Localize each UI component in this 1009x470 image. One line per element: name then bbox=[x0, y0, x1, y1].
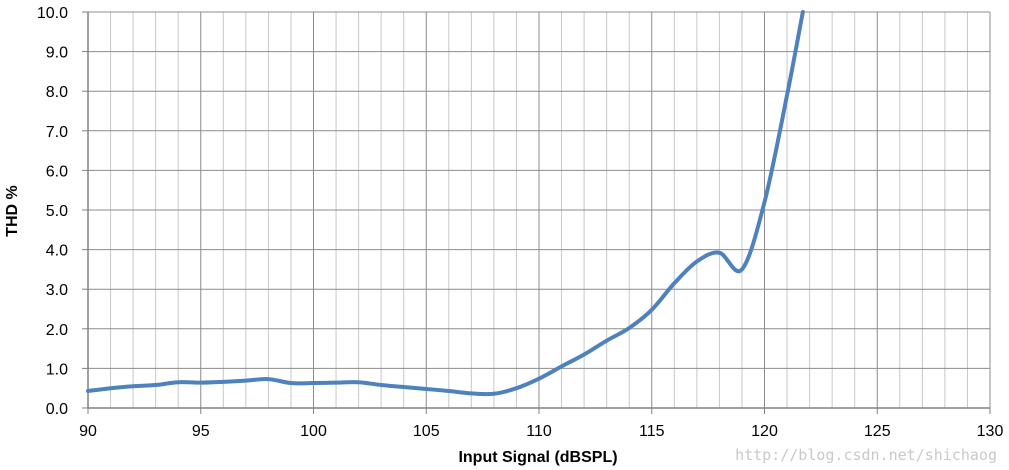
x-tick-label: 95 bbox=[192, 423, 210, 440]
series-line-0 bbox=[86, 10, 805, 397]
series-layer bbox=[86, 10, 805, 397]
x-tick-label: 125 bbox=[864, 423, 891, 440]
y-tick-label: 3.0 bbox=[46, 282, 68, 299]
x-tick-label: 130 bbox=[977, 423, 1004, 440]
y-tick-label: 7.0 bbox=[46, 124, 68, 141]
x-tick-label: 100 bbox=[300, 423, 327, 440]
x-axis-title: Input Signal (dBSPL) bbox=[458, 449, 617, 466]
y-tick-label: 8.0 bbox=[46, 84, 68, 101]
x-tick-label: 120 bbox=[751, 423, 778, 440]
x-tick-label: 105 bbox=[413, 423, 440, 440]
y-tick-label: 6.0 bbox=[46, 163, 68, 180]
x-tick-label: 115 bbox=[639, 423, 665, 440]
axes bbox=[82, 11, 991, 414]
y-tick-label: 9.0 bbox=[46, 45, 68, 62]
y-tick-label: 10.0 bbox=[37, 5, 68, 22]
y-tick-label: 5.0 bbox=[46, 203, 68, 220]
y-tick-label: 4.0 bbox=[46, 243, 68, 260]
x-tick-label: 90 bbox=[79, 423, 97, 440]
x-tick-label: 110 bbox=[526, 423, 552, 440]
y-tick-label: 0.0 bbox=[46, 401, 68, 418]
watermark-text: http://blog.csdn.net/shichaog bbox=[735, 446, 997, 464]
y-tick-labels: 0.0 1.0 2.0 3.0 4.0 5.0 6.0 7.0 8.0 9.0 10.0 bbox=[37, 5, 68, 418]
x-tick-labels: 90 95 100 105 110 115 120 125 130 bbox=[79, 423, 1003, 440]
y-tick-label: 2.0 bbox=[46, 322, 68, 339]
y-tick-label: 1.0 bbox=[46, 361, 68, 378]
y-axis-title: THD % bbox=[4, 185, 21, 237]
